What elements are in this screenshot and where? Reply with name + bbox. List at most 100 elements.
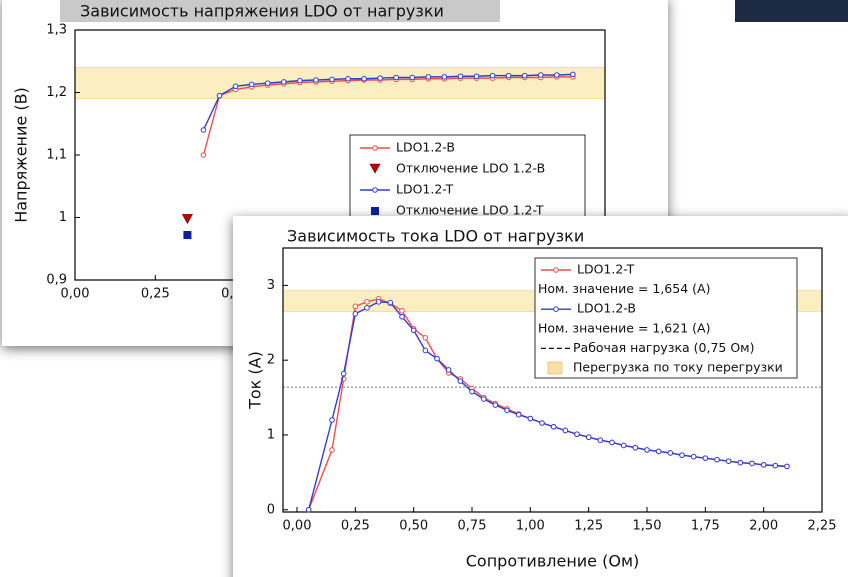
data-point (714, 456, 720, 463)
data-point (457, 73, 464, 80)
x-tick-label: 1,50 (633, 519, 662, 534)
y-tick-label: 2 (267, 353, 275, 368)
data-point (469, 388, 475, 395)
x-tick-label: 2,00 (749, 519, 778, 534)
data-point (248, 81, 255, 88)
data-point (492, 402, 499, 408)
data-point (655, 448, 662, 455)
data-point (480, 396, 487, 402)
marker-point (183, 231, 192, 239)
data-point (441, 74, 448, 80)
data-point (537, 72, 544, 78)
data-point (515, 411, 522, 418)
data-point (749, 460, 755, 467)
data-point (387, 299, 394, 306)
data-point (784, 463, 790, 470)
data-point (340, 370, 347, 377)
data-point (562, 427, 569, 434)
data-point (489, 72, 496, 79)
data-point (473, 73, 480, 80)
data-point (329, 447, 335, 453)
data-point (425, 74, 432, 80)
legend-symbol (369, 163, 381, 174)
data-point (364, 299, 370, 305)
legend-label: LDO1.2-B (396, 140, 455, 155)
legend-symbol (553, 267, 559, 273)
x-tick-label: 0,25 (341, 519, 370, 534)
data-point (434, 355, 440, 362)
x-tick-label: 2,25 (808, 519, 837, 534)
x-tick-label: 0,00 (283, 519, 312, 534)
data-point (620, 442, 627, 449)
data-point (361, 75, 367, 82)
data-point (305, 506, 312, 513)
data-point (422, 334, 429, 341)
data-point (554, 72, 560, 78)
data-point (574, 431, 580, 438)
data-point (399, 314, 405, 320)
x-tick-label: 0,50 (399, 519, 428, 534)
y-tick-label: 1,2 (46, 85, 67, 100)
data-point (527, 415, 534, 422)
legend-symbol (372, 187, 378, 193)
x-tick-label: 0,75 (458, 519, 487, 534)
data-point (667, 450, 674, 456)
y-tick-label: 1,1 (46, 148, 67, 163)
y-tick-label: 1 (267, 427, 275, 442)
x-tick-label: 0,25 (141, 287, 170, 302)
data-point (539, 420, 545, 426)
x-tick-label: 1,25 (574, 519, 603, 534)
data-point (216, 92, 223, 99)
data-point (280, 79, 287, 85)
data-point (399, 308, 405, 314)
y-tick-label: 1,3 (46, 23, 67, 38)
chart-title: Зависимость тока LDO от нагрузки (287, 227, 584, 246)
data-point (632, 444, 639, 451)
y-tick-label: 3 (267, 278, 275, 293)
data-point (422, 347, 429, 354)
legend-label: LDO1.2-T (577, 262, 635, 277)
legend-symbol (547, 361, 563, 375)
legend-box (534, 257, 798, 379)
y-tick-label: 0 (267, 502, 275, 517)
data-point (410, 327, 417, 334)
data-point (297, 77, 303, 84)
data-point (313, 77, 319, 83)
data-point (457, 378, 464, 384)
legend-symbol (553, 306, 559, 313)
data-point (505, 72, 512, 79)
data-point (352, 311, 359, 317)
data-point (772, 462, 779, 469)
chart: Зависимость тока LDO от нагрузки 0,00 0,25… (233, 216, 848, 577)
legend-label: Рабочая нагрузка (0,75 Ом) (573, 340, 754, 355)
data-point (393, 74, 400, 81)
legend-label: LDO1.2-B (577, 301, 636, 316)
x-tick-label: 0,00 (61, 287, 90, 302)
title-bg (60, 0, 500, 22)
data-point (377, 75, 383, 81)
data-point (352, 303, 359, 310)
legend-label: Отключение LDO 1.2-B (396, 161, 545, 176)
legend-symbol (372, 145, 378, 151)
data-point (609, 439, 615, 446)
band (74, 67, 606, 100)
data-point (345, 75, 351, 82)
data-point (737, 459, 744, 466)
marker-point (181, 214, 193, 224)
data-point (690, 453, 697, 460)
data-point (570, 71, 576, 78)
data-point (702, 455, 709, 461)
legend-symbol (371, 207, 379, 215)
y-axis-label: Напряжение (В) (12, 87, 31, 223)
legend-label: LDO1.2-T (396, 182, 454, 197)
chart-title: Зависимость напряжения LDO от нагрузки (80, 2, 444, 21)
data-point (760, 462, 767, 468)
data-point (375, 299, 382, 305)
data-point (504, 407, 510, 414)
legend-box (349, 134, 586, 226)
data-point (597, 437, 604, 444)
annotation: Ном. значение = 1,654 (А) (538, 281, 710, 296)
x-tick-label: 1,00 (516, 519, 545, 534)
data-point (200, 127, 207, 133)
